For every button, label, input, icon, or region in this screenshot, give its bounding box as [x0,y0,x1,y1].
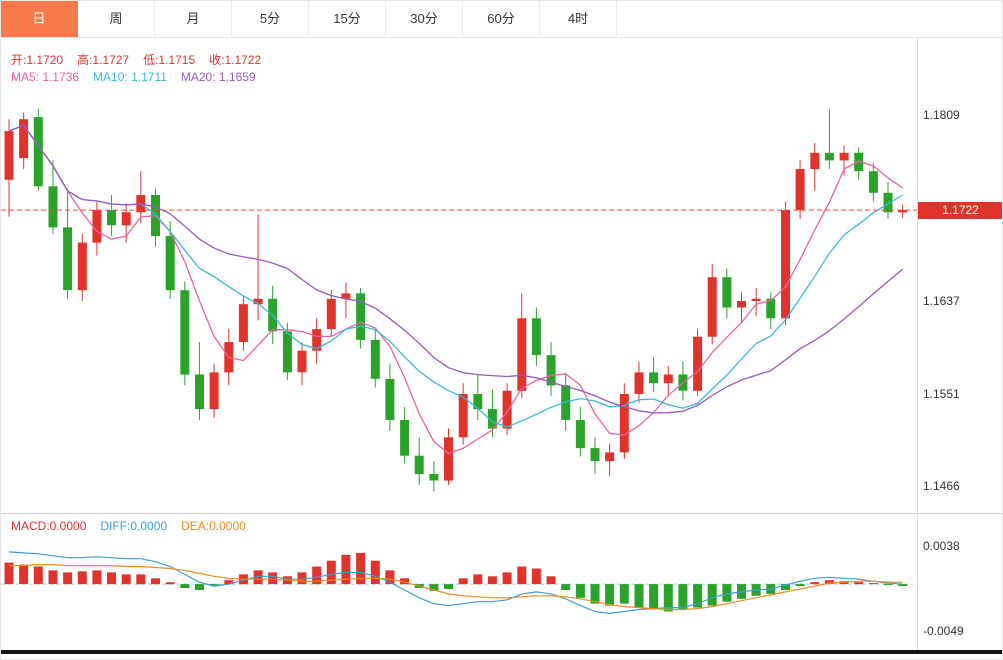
macd-histogram [4,552,908,612]
tab-30min[interactable]: 30分 [386,1,463,37]
tab-15min[interactable]: 15分 [309,1,386,37]
ma5-line [8,124,903,455]
bottom-axis-bar [1,650,1002,654]
timeframe-tabbar: 日 周 月 5分 15分 30分 60分 4时 [1,1,1002,38]
tab-60min[interactable]: 60分 [463,1,540,37]
close-value: 收:1.1722 [209,53,262,67]
panel-divider [1,513,1002,514]
macd-legend: MACD:0.0000 DIFF:0.0000 DEA:0.0000 [11,519,260,533]
macd-chart[interactable] [1,514,917,650]
y-axis-label-1: 1.1809 [923,108,960,122]
macd-axis-label-bottom: -0.0049 [923,624,964,638]
ma20-line [8,124,904,414]
ma-legend: MA5: 1.1736 MA10: 1.1711 MA20: 1.1659 [11,70,270,84]
diff-line [8,551,903,615]
y-axis-label-4: 1.1466 [923,479,960,493]
y-axis-label-2: 1.1637 [923,294,960,308]
current-price-tag: 1.1722 [918,202,1002,219]
ma10-value: MA10: 1.1711 [93,70,167,84]
dea-value: DEA:0.0000 [181,519,246,533]
ma10-line [8,124,903,428]
tab-day[interactable]: 日 [1,1,78,37]
low-value: 低:1.1715 [143,53,196,67]
tab-5min[interactable]: 5分 [232,1,309,37]
ma5-value: MA5: 1.1736 [11,70,80,84]
tab-4hour[interactable]: 4时 [540,1,617,37]
candles-group [4,108,908,492]
ma20-value: MA20: 1.1659 [180,70,256,84]
axis-separator [917,37,918,650]
open-value: 开:1.1720 [11,53,64,67]
ohlc-legend: 开:1.1720 高:1.1727 低:1.1715 收:1.1722 [11,51,275,68]
macd-axis-label-top: 0.0038 [923,539,960,553]
y-axis-label-3: 1.1551 [923,387,960,401]
tab-month[interactable]: 月 [155,1,232,37]
tab-week[interactable]: 周 [78,1,155,37]
diff-value: DIFF:0.0000 [100,519,168,533]
high-value: 高:1.1727 [77,53,130,67]
candlestick-chart[interactable] [1,37,917,513]
dea-line [9,563,903,611]
macd-value: MACD:0.0000 [11,519,87,533]
